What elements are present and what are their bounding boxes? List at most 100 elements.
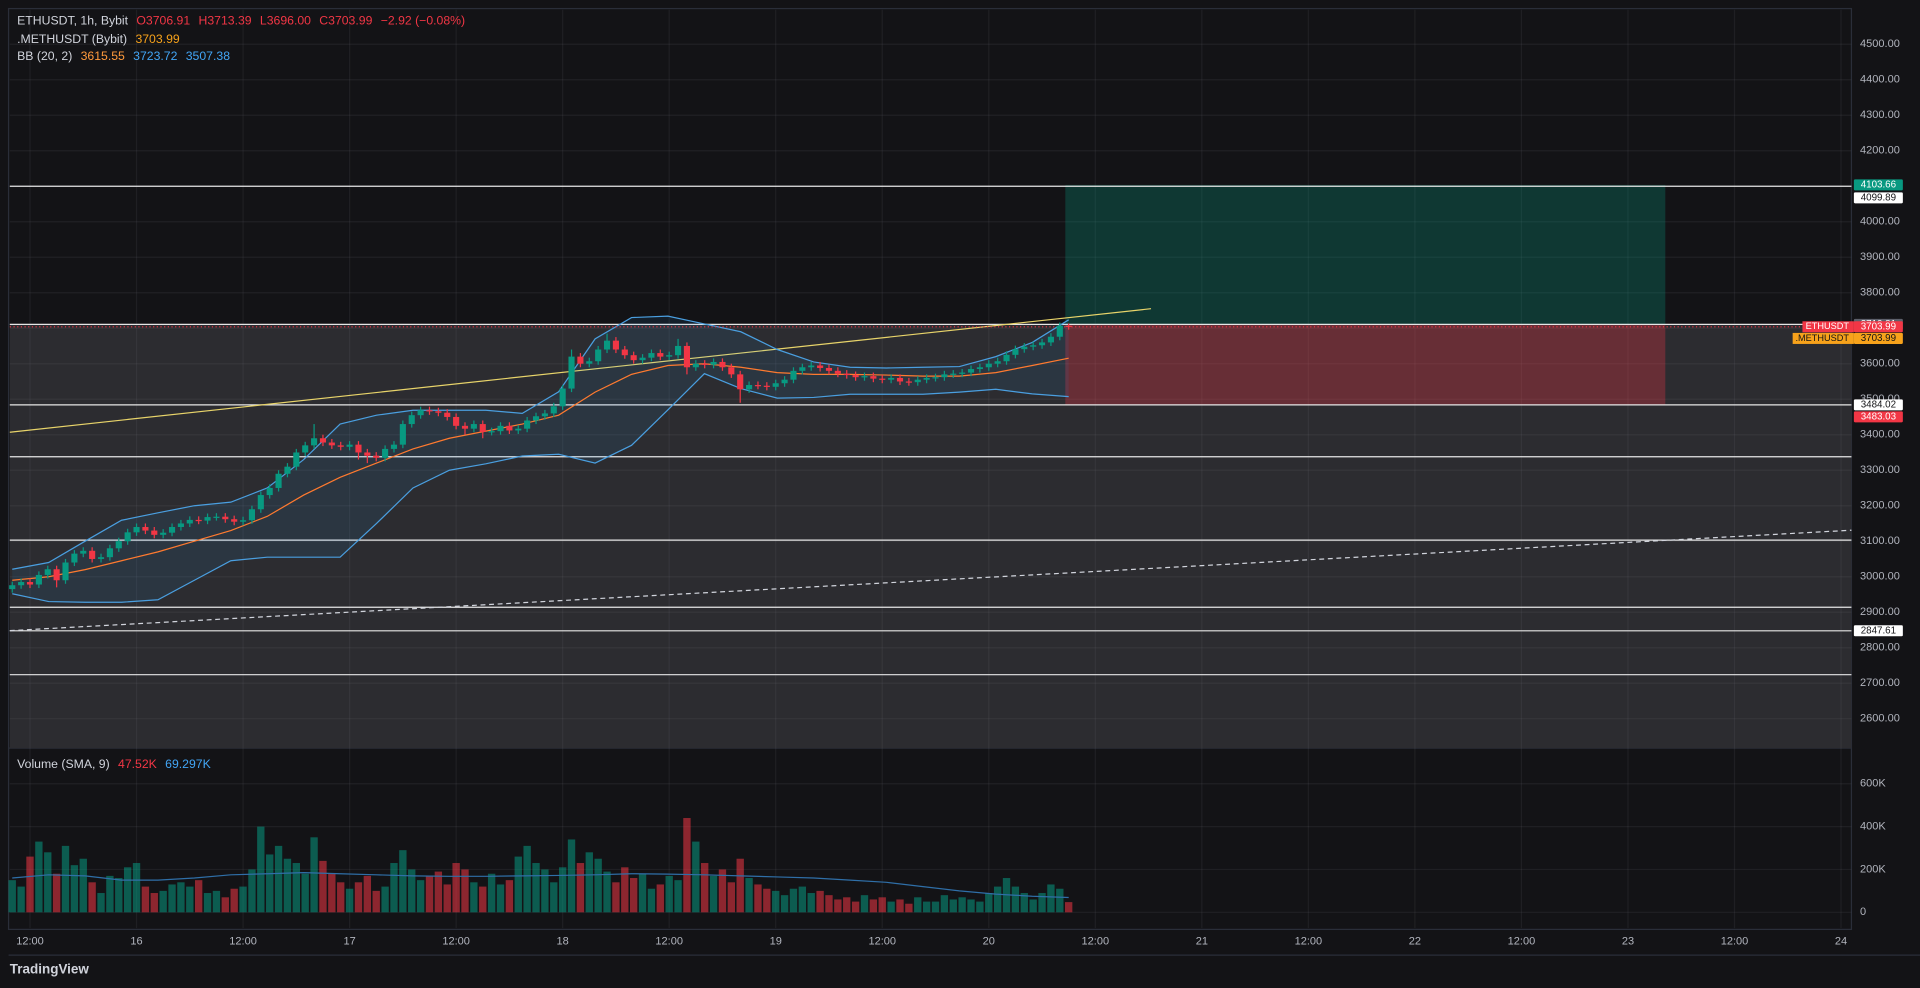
candle-body bbox=[461, 425, 469, 429]
volume-bar bbox=[470, 882, 478, 913]
volume-bar bbox=[958, 897, 966, 913]
candle-body bbox=[44, 569, 51, 575]
candle-body bbox=[177, 523, 184, 528]
volume-bar bbox=[195, 880, 203, 913]
candle-body bbox=[825, 367, 833, 371]
range-shade bbox=[9, 324, 1852, 749]
volume-bar bbox=[123, 867, 132, 913]
candle-body bbox=[896, 377, 904, 382]
trendline bbox=[9, 529, 1852, 632]
volume-bar bbox=[1038, 893, 1046, 913]
volume-bar bbox=[1029, 899, 1037, 913]
candle-body bbox=[559, 388, 566, 407]
y-tick-label: 3600.00 bbox=[1860, 358, 1900, 370]
volume-bar bbox=[150, 893, 158, 913]
candle-body bbox=[71, 553, 78, 563]
ohlc-change: −2.92 (−0.08%) bbox=[380, 14, 466, 29]
volume-bar bbox=[17, 886, 25, 913]
candle-body bbox=[879, 378, 886, 380]
volume-bar bbox=[239, 886, 247, 913]
volume-bar bbox=[381, 886, 389, 913]
candle-body bbox=[861, 376, 868, 378]
candle-body bbox=[666, 355, 673, 357]
candle-body bbox=[532, 416, 540, 421]
volume-bar bbox=[780, 895, 789, 913]
price-label: 4103.66 bbox=[1861, 180, 1897, 191]
candle-body bbox=[994, 361, 1001, 364]
volume-bar bbox=[88, 882, 96, 913]
candle-body bbox=[435, 411, 442, 413]
x-tick-label: 16 bbox=[130, 936, 142, 948]
volume-bar bbox=[789, 888, 798, 913]
volume-bar bbox=[345, 888, 354, 913]
candle-body bbox=[1003, 354, 1010, 362]
volume-bar bbox=[665, 875, 673, 913]
candle-body bbox=[89, 550, 96, 559]
candle-body bbox=[550, 406, 557, 414]
x-tick-label: 22 bbox=[1409, 936, 1421, 948]
candle-body bbox=[737, 374, 744, 390]
volume-bar bbox=[763, 888, 771, 913]
candle-body bbox=[479, 424, 486, 432]
y-tick-label: 4200.00 bbox=[1860, 145, 1900, 157]
volume-sma-line bbox=[12, 872, 1069, 899]
volume-bar bbox=[496, 884, 505, 913]
bb-line bbox=[12, 315, 1069, 570]
candle-body bbox=[621, 349, 628, 356]
volume-tick-label: 600K bbox=[1860, 778, 1886, 790]
volume-bar bbox=[940, 895, 949, 913]
bb-basis: 3615.55 bbox=[80, 50, 125, 64]
volume-bar bbox=[949, 899, 957, 913]
volume-bar bbox=[310, 837, 318, 913]
volume-bar bbox=[461, 869, 469, 913]
candle-body bbox=[941, 374, 948, 378]
candle-body bbox=[710, 361, 717, 365]
volume-bar bbox=[736, 858, 744, 913]
candle-body bbox=[364, 452, 371, 456]
candle-body bbox=[630, 355, 637, 361]
volume-bar bbox=[1020, 893, 1028, 913]
candle-body bbox=[470, 424, 477, 429]
candle-body bbox=[817, 365, 824, 368]
candle-body bbox=[808, 365, 815, 368]
candle-body bbox=[568, 356, 575, 389]
candle-body bbox=[80, 550, 87, 554]
legend-volume: Volume (SMA, 9) 47.52K 69.297K bbox=[17, 758, 216, 771]
y-tick-label: 2800.00 bbox=[1860, 642, 1900, 654]
x-tick-label: 12:00 bbox=[442, 936, 470, 948]
price-label: 4099.89 bbox=[1861, 192, 1896, 203]
volume-bar bbox=[745, 878, 753, 913]
volume-bar bbox=[993, 886, 1002, 913]
ohlc-high: H3713.39 bbox=[198, 14, 252, 29]
volume-bar bbox=[550, 882, 558, 913]
candle-body bbox=[790, 370, 797, 380]
volume-bar bbox=[807, 893, 815, 913]
volume-bar bbox=[656, 884, 664, 913]
volume-bar bbox=[416, 880, 425, 913]
y-tick-label: 3300.00 bbox=[1860, 464, 1900, 476]
candle-body bbox=[1047, 336, 1054, 343]
price-label: 2847.61 bbox=[1861, 625, 1896, 636]
candle-body bbox=[657, 353, 664, 357]
candle-body bbox=[142, 527, 149, 531]
y-tick-label: 3400.00 bbox=[1860, 429, 1900, 441]
candle-body bbox=[373, 455, 380, 458]
price-label: 3484.02 bbox=[1861, 399, 1896, 410]
y-tick-label: 2600.00 bbox=[1860, 713, 1900, 725]
x-tick-label: 18 bbox=[557, 936, 569, 948]
candle-body bbox=[1056, 325, 1063, 337]
candle-body bbox=[337, 445, 344, 447]
volume-bar bbox=[523, 845, 531, 913]
volume-tick-label: 0 bbox=[1860, 906, 1866, 918]
candle-body bbox=[1065, 325, 1072, 327]
volume-bar bbox=[887, 901, 895, 913]
x-tick-label: 12:00 bbox=[655, 936, 683, 948]
candle-body bbox=[417, 410, 424, 416]
volume-bar bbox=[283, 858, 292, 913]
volume-bar bbox=[843, 897, 851, 913]
candle-body bbox=[1021, 346, 1028, 350]
candle-body bbox=[1030, 345, 1037, 347]
price-tag: .METHUSDT bbox=[1795, 333, 1849, 343]
position-target bbox=[1065, 184, 1666, 325]
volume-bar bbox=[896, 899, 904, 913]
